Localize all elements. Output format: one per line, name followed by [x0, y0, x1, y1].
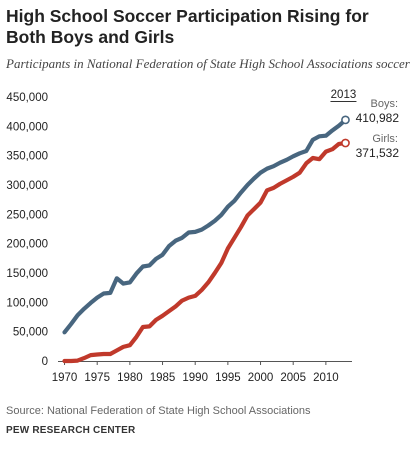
y-tick-label: 50,000	[13, 327, 48, 339]
series-label-boys: Boys:	[370, 98, 398, 110]
series-line-boys	[62, 117, 348, 335]
series-label-girls: Girls:	[372, 133, 398, 145]
y-tick-label: 100,000	[6, 297, 48, 309]
end-marker-girls	[341, 138, 350, 148]
y-tick-label: 450,000	[6, 92, 48, 104]
x-tick-label: 1985	[150, 372, 176, 384]
y-tick-label: 300,000	[6, 180, 48, 192]
x-tick-label: 1995	[215, 372, 241, 384]
x-tick-label: 2000	[248, 372, 274, 384]
end-marker-boys	[341, 115, 350, 125]
series-value-girls: 371,532	[356, 146, 400, 160]
series-value-boys: 410,982	[356, 111, 400, 125]
y-tick-label: 200,000	[6, 239, 48, 251]
x-axis: 1970 1975 1980 1985 1990 1995 2000 2005 2010	[52, 361, 352, 384]
series-line-girls	[62, 140, 348, 364]
chart-subtitle: Participants in National Federation of S…	[6, 56, 410, 71]
x-tick-label: 1990	[182, 372, 208, 384]
x-tick-label: 1970	[52, 372, 78, 384]
y-tick-label: 0	[42, 356, 48, 368]
y-axis: 0 50,000 100,000 150,000 200,000 250,000 300,0…	[6, 92, 48, 368]
source-note: Source: National Federation of State Hig…	[6, 405, 311, 417]
x-tick-label: 1975	[84, 372, 110, 384]
x-tick-label: 2005	[280, 372, 306, 384]
y-tick-label: 150,000	[6, 268, 48, 280]
year-marker-label: 2013	[331, 89, 357, 101]
y-tick-label: 400,000	[6, 121, 48, 133]
series-layer	[62, 115, 350, 364]
y-tick-label: 250,000	[6, 209, 48, 221]
chart-title: High School Soccer Participation Rising …	[6, 6, 369, 47]
x-tick-label: 1980	[117, 372, 143, 384]
annotation-layer: Boys:410,982 Girls:371,532 2013	[330, 89, 399, 160]
x-tick-label: 2010	[313, 372, 339, 384]
brand-label: PEW RESEARCH CENTER	[6, 425, 136, 436]
y-tick-label: 350,000	[6, 151, 48, 163]
